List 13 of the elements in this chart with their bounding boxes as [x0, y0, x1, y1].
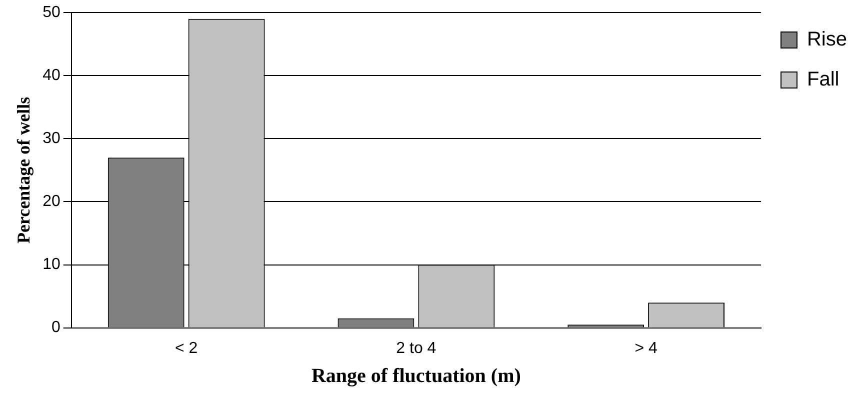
y-tick-label: 40: [42, 67, 60, 84]
x-axis-title: Range of fluctuation (m): [311, 365, 521, 388]
legend-label: Rise: [806, 28, 848, 51]
x-tick-label: > 4: [634, 340, 658, 357]
y-tick-label: 50: [42, 4, 60, 22]
legend-label: Fall: [806, 68, 840, 91]
x-tick-label: 2 to 4: [396, 340, 436, 357]
y-tick-label: 0: [51, 319, 60, 336]
y-tick-label: 10: [42, 256, 60, 274]
y-tick-label: 20: [42, 193, 60, 210]
x-tick-label: < 2: [174, 340, 198, 357]
y-tick-label: 30: [42, 130, 60, 148]
y-axis-title: Percentage of wells: [13, 96, 34, 244]
